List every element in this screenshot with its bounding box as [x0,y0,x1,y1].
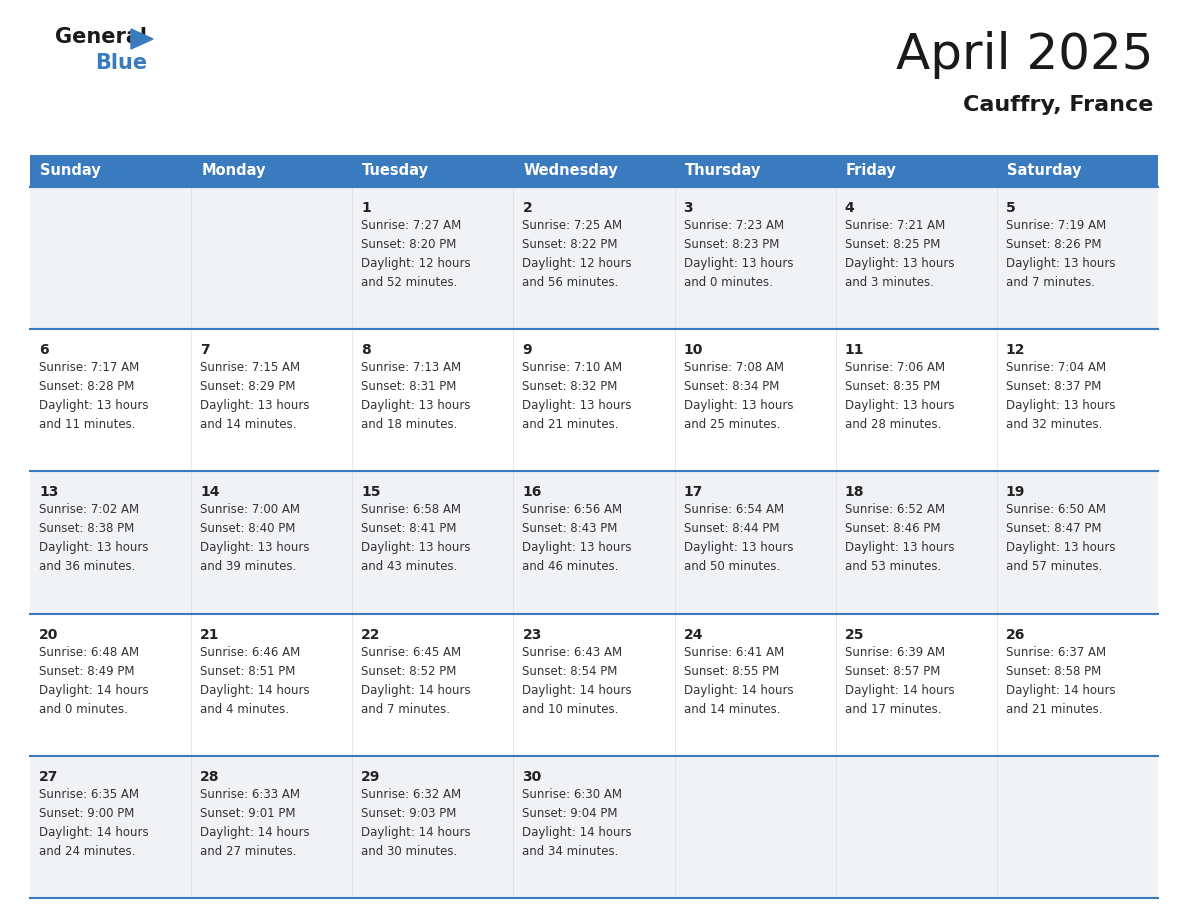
Text: Sunrise: 6:35 AM
Sunset: 9:00 PM
Daylight: 14 hours
and 24 minutes.: Sunrise: 6:35 AM Sunset: 9:00 PM Dayligh… [39,788,148,857]
Text: 11: 11 [845,343,864,357]
Text: Sunrise: 6:50 AM
Sunset: 8:47 PM
Daylight: 13 hours
and 57 minutes.: Sunrise: 6:50 AM Sunset: 8:47 PM Dayligh… [1006,503,1116,574]
Text: Sunrise: 6:52 AM
Sunset: 8:46 PM
Daylight: 13 hours
and 53 minutes.: Sunrise: 6:52 AM Sunset: 8:46 PM Dayligh… [845,503,954,574]
Bar [30,756,1158,898]
Text: Sunrise: 7:02 AM
Sunset: 8:38 PM
Daylight: 13 hours
and 36 minutes.: Sunrise: 7:02 AM Sunset: 8:38 PM Dayligh… [39,503,148,574]
Text: 20: 20 [39,628,58,642]
Bar [30,155,191,187]
Text: Sunrise: 6:32 AM
Sunset: 9:03 PM
Daylight: 14 hours
and 30 minutes.: Sunrise: 6:32 AM Sunset: 9:03 PM Dayligh… [361,788,470,857]
Text: Sunrise: 7:21 AM
Sunset: 8:25 PM
Daylight: 13 hours
and 3 minutes.: Sunrise: 7:21 AM Sunset: 8:25 PM Dayligh… [845,219,954,289]
Text: Sunrise: 6:43 AM
Sunset: 8:54 PM
Daylight: 14 hours
and 10 minutes.: Sunrise: 6:43 AM Sunset: 8:54 PM Dayligh… [523,645,632,716]
Text: Friday: Friday [846,163,897,178]
Text: General: General [55,27,147,47]
Text: Sunrise: 7:25 AM
Sunset: 8:22 PM
Daylight: 12 hours
and 56 minutes.: Sunrise: 7:25 AM Sunset: 8:22 PM Dayligh… [523,219,632,289]
Text: Wednesday: Wednesday [524,163,618,178]
Text: Sunrise: 7:10 AM
Sunset: 8:32 PM
Daylight: 13 hours
and 21 minutes.: Sunrise: 7:10 AM Sunset: 8:32 PM Dayligh… [523,361,632,431]
Text: 10: 10 [683,343,703,357]
Bar [675,155,835,187]
Text: 1: 1 [361,201,371,215]
Text: 13: 13 [39,486,58,499]
Text: 18: 18 [845,486,864,499]
Text: Sunrise: 7:23 AM
Sunset: 8:23 PM
Daylight: 13 hours
and 0 minutes.: Sunrise: 7:23 AM Sunset: 8:23 PM Dayligh… [683,219,794,289]
Bar [835,155,997,187]
Bar [30,330,1158,472]
Text: Sunrise: 6:46 AM
Sunset: 8:51 PM
Daylight: 14 hours
and 4 minutes.: Sunrise: 6:46 AM Sunset: 8:51 PM Dayligh… [200,645,310,716]
Text: Sunrise: 7:13 AM
Sunset: 8:31 PM
Daylight: 13 hours
and 18 minutes.: Sunrise: 7:13 AM Sunset: 8:31 PM Dayligh… [361,361,470,431]
Text: Sunrise: 7:15 AM
Sunset: 8:29 PM
Daylight: 13 hours
and 14 minutes.: Sunrise: 7:15 AM Sunset: 8:29 PM Dayligh… [200,361,310,431]
Text: Sunrise: 6:30 AM
Sunset: 9:04 PM
Daylight: 14 hours
and 34 minutes.: Sunrise: 6:30 AM Sunset: 9:04 PM Dayligh… [523,788,632,857]
Text: April 2025: April 2025 [896,31,1154,79]
Text: 19: 19 [1006,486,1025,499]
Text: Cauffry, France: Cauffry, France [962,95,1154,115]
Text: Sunrise: 7:06 AM
Sunset: 8:35 PM
Daylight: 13 hours
and 28 minutes.: Sunrise: 7:06 AM Sunset: 8:35 PM Dayligh… [845,361,954,431]
Text: Saturday: Saturday [1007,163,1081,178]
Text: 23: 23 [523,628,542,642]
Text: 3: 3 [683,201,693,215]
Text: 21: 21 [200,628,220,642]
Text: Thursday: Thursday [684,163,762,178]
Bar [513,155,675,187]
Text: 16: 16 [523,486,542,499]
Text: Sunrise: 6:33 AM
Sunset: 9:01 PM
Daylight: 14 hours
and 27 minutes.: Sunrise: 6:33 AM Sunset: 9:01 PM Dayligh… [200,788,310,857]
Text: 25: 25 [845,628,864,642]
Text: 6: 6 [39,343,49,357]
Bar [191,155,353,187]
Text: Monday: Monday [201,163,266,178]
Text: Sunrise: 7:17 AM
Sunset: 8:28 PM
Daylight: 13 hours
and 11 minutes.: Sunrise: 7:17 AM Sunset: 8:28 PM Dayligh… [39,361,148,431]
Text: 27: 27 [39,770,58,784]
Text: Sunrise: 6:54 AM
Sunset: 8:44 PM
Daylight: 13 hours
and 50 minutes.: Sunrise: 6:54 AM Sunset: 8:44 PM Dayligh… [683,503,794,574]
Text: Sunrise: 7:04 AM
Sunset: 8:37 PM
Daylight: 13 hours
and 32 minutes.: Sunrise: 7:04 AM Sunset: 8:37 PM Dayligh… [1006,361,1116,431]
Text: 28: 28 [200,770,220,784]
Text: 8: 8 [361,343,371,357]
Text: 12: 12 [1006,343,1025,357]
Text: 24: 24 [683,628,703,642]
Text: 29: 29 [361,770,380,784]
Bar [30,472,1158,613]
Text: 2: 2 [523,201,532,215]
Text: Sunrise: 6:41 AM
Sunset: 8:55 PM
Daylight: 14 hours
and 14 minutes.: Sunrise: 6:41 AM Sunset: 8:55 PM Dayligh… [683,645,794,716]
Text: Sunrise: 7:00 AM
Sunset: 8:40 PM
Daylight: 13 hours
and 39 minutes.: Sunrise: 7:00 AM Sunset: 8:40 PM Dayligh… [200,503,310,574]
Text: Sunrise: 6:48 AM
Sunset: 8:49 PM
Daylight: 14 hours
and 0 minutes.: Sunrise: 6:48 AM Sunset: 8:49 PM Dayligh… [39,645,148,716]
Text: 22: 22 [361,628,381,642]
Bar [353,155,513,187]
Bar [30,613,1158,756]
Text: Sunrise: 6:58 AM
Sunset: 8:41 PM
Daylight: 13 hours
and 43 minutes.: Sunrise: 6:58 AM Sunset: 8:41 PM Dayligh… [361,503,470,574]
Bar [997,155,1158,187]
Polygon shape [131,29,153,49]
Text: Sunday: Sunday [40,163,101,178]
Text: Tuesday: Tuesday [362,163,429,178]
Text: 30: 30 [523,770,542,784]
Text: Blue: Blue [95,53,147,73]
Text: Sunrise: 6:56 AM
Sunset: 8:43 PM
Daylight: 13 hours
and 46 minutes.: Sunrise: 6:56 AM Sunset: 8:43 PM Dayligh… [523,503,632,574]
Text: 14: 14 [200,486,220,499]
Text: 17: 17 [683,486,703,499]
Bar [30,187,1158,330]
Text: 4: 4 [845,201,854,215]
Text: Sunrise: 6:45 AM
Sunset: 8:52 PM
Daylight: 14 hours
and 7 minutes.: Sunrise: 6:45 AM Sunset: 8:52 PM Dayligh… [361,645,470,716]
Text: 5: 5 [1006,201,1016,215]
Text: Sunrise: 7:27 AM
Sunset: 8:20 PM
Daylight: 12 hours
and 52 minutes.: Sunrise: 7:27 AM Sunset: 8:20 PM Dayligh… [361,219,470,289]
Text: Sunrise: 6:37 AM
Sunset: 8:58 PM
Daylight: 14 hours
and 21 minutes.: Sunrise: 6:37 AM Sunset: 8:58 PM Dayligh… [1006,645,1116,716]
Text: 15: 15 [361,486,381,499]
Text: Sunrise: 7:19 AM
Sunset: 8:26 PM
Daylight: 13 hours
and 7 minutes.: Sunrise: 7:19 AM Sunset: 8:26 PM Dayligh… [1006,219,1116,289]
Text: 26: 26 [1006,628,1025,642]
Text: 7: 7 [200,343,210,357]
Text: 9: 9 [523,343,532,357]
Text: Sunrise: 7:08 AM
Sunset: 8:34 PM
Daylight: 13 hours
and 25 minutes.: Sunrise: 7:08 AM Sunset: 8:34 PM Dayligh… [683,361,794,431]
Text: Sunrise: 6:39 AM
Sunset: 8:57 PM
Daylight: 14 hours
and 17 minutes.: Sunrise: 6:39 AM Sunset: 8:57 PM Dayligh… [845,645,954,716]
